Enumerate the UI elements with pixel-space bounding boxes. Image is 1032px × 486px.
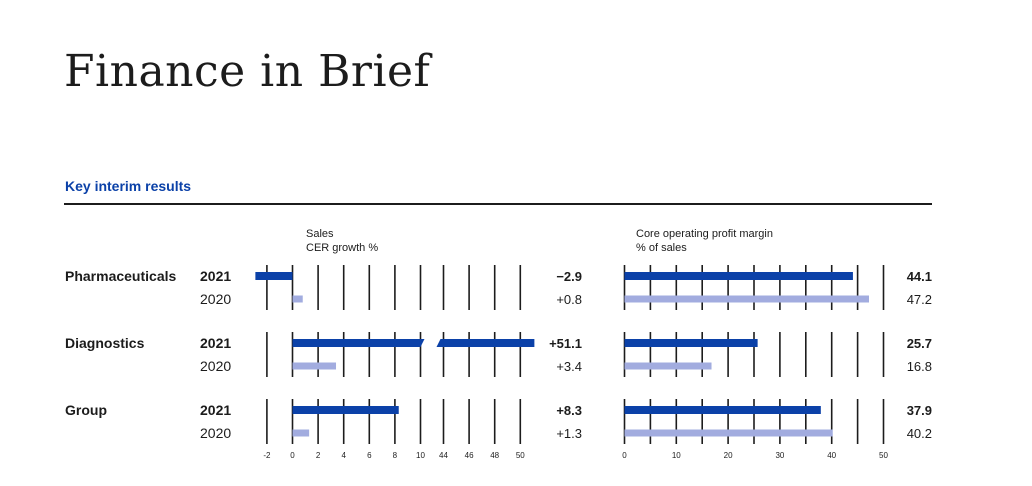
- chart-subtitle-line: Sales: [306, 228, 334, 240]
- tick-label: 8: [393, 451, 398, 460]
- bar-margin-group-2021: [624, 406, 821, 414]
- value-label: 40.2: [907, 426, 932, 441]
- value-label: 47.2: [907, 292, 932, 307]
- chart-subtitle-line: % of sales: [636, 242, 687, 254]
- bar-sales-group-2021: [292, 406, 399, 414]
- value-label: −2.9: [556, 269, 582, 284]
- page-title: Finance in Brief: [64, 46, 431, 97]
- year-label-2020: 2020: [200, 425, 231, 441]
- bar-sales-pharmaceuticals-2021: [255, 272, 293, 280]
- tick-label: 4: [341, 451, 346, 460]
- value-label: +3.4: [556, 359, 582, 374]
- tick-label: 30: [775, 451, 784, 460]
- bar-sales-diagnostics-2020: [292, 362, 337, 370]
- bar-margin-diagnostics-2021: [624, 339, 758, 347]
- bar-margin-pharmaceuticals-2021: [624, 272, 853, 280]
- bar-margin-pharmaceuticals-2020: [624, 295, 869, 303]
- category-label-group: Group: [65, 402, 107, 418]
- tick-label: 0: [622, 451, 627, 460]
- value-label: +0.8: [556, 292, 582, 307]
- value-label: +8.3: [556, 403, 582, 418]
- tick-label: 6: [367, 451, 372, 460]
- tick-label: 10: [672, 451, 681, 460]
- section-divider: [64, 203, 932, 205]
- bar-sales-diagnostics-2021-segment-2: [436, 339, 535, 347]
- tick-label: 46: [465, 451, 474, 460]
- value-label: 44.1: [907, 269, 932, 284]
- chart-subtitle-line: CER growth %: [306, 242, 378, 254]
- bar-sales-pharmaceuticals-2020: [292, 295, 303, 303]
- tick-label: 50: [879, 451, 888, 460]
- year-label-2021: 2021: [200, 268, 231, 284]
- year-label-2020: 2020: [200, 358, 231, 374]
- bar-margin-diagnostics-2020: [624, 362, 712, 370]
- tick-label: -2: [263, 451, 271, 460]
- value-label: 25.7: [907, 336, 932, 351]
- year-label-2021: 2021: [200, 402, 231, 418]
- year-label-2021: 2021: [200, 335, 231, 351]
- tick-label: 0: [290, 451, 295, 460]
- tick-label: 50: [516, 451, 525, 460]
- margin-chart: Core operating profit margin % of sales 0 1…: [622, 228, 932, 460]
- value-label: +1.3: [556, 426, 582, 441]
- tick-label: 48: [490, 451, 499, 460]
- tick-label: 10: [416, 451, 425, 460]
- row-labels: Pharmaceuticals 2021 2020 Diagnostics 2021 20…: [65, 268, 231, 441]
- value-label: +51.1: [549, 336, 582, 351]
- year-label-2020: 2020: [200, 291, 231, 307]
- tick-label: 40: [827, 451, 836, 460]
- category-label-pharmaceuticals: Pharmaceuticals: [65, 268, 176, 284]
- value-label: 16.8: [907, 359, 932, 374]
- bar-sales-diagnostics-2021-segment-1: [292, 339, 425, 347]
- chart-subtitle-line: Core operating profit margin: [636, 228, 773, 240]
- tick-label: 2: [316, 451, 321, 460]
- value-label: 37.9: [907, 403, 932, 418]
- tick-label: 20: [724, 451, 733, 460]
- bar-sales-group-2020: [292, 429, 310, 437]
- bar-margin-group-2020: [624, 429, 833, 437]
- section-title: Key interim results: [65, 178, 192, 194]
- tick-label: 44: [439, 451, 448, 460]
- category-label-diagnostics: Diagnostics: [65, 335, 145, 351]
